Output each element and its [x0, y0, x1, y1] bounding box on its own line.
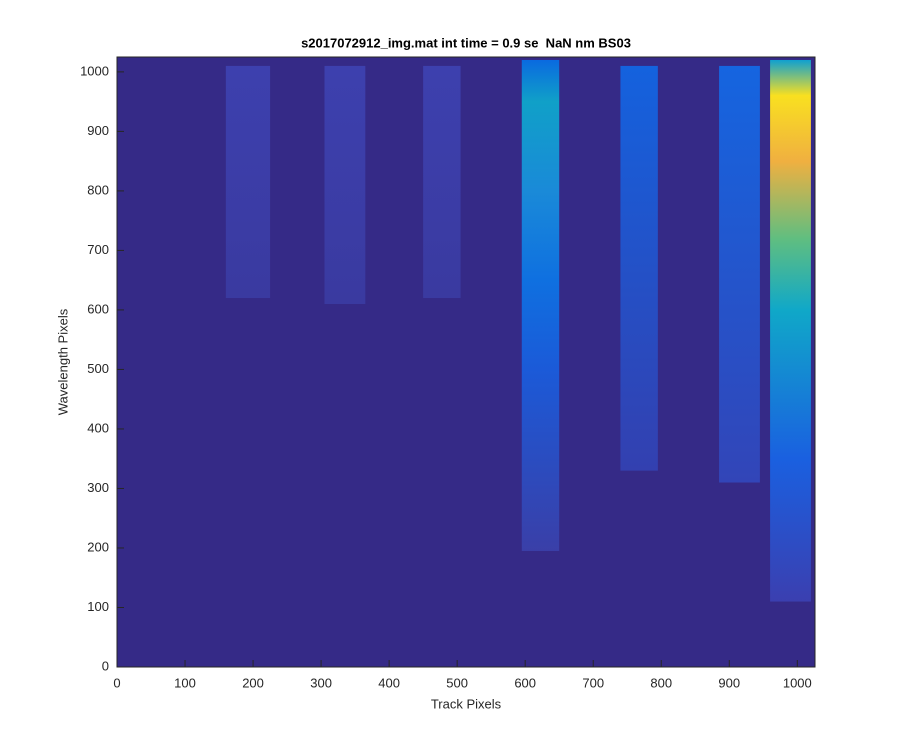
y-tick-label: 600	[87, 301, 109, 316]
axes-box	[116, 56, 816, 668]
x-tick-label: 1000	[783, 675, 812, 690]
x-tick-label: 500	[446, 675, 468, 690]
chart-title: s2017072912_img.mat int time = 0.9 se Na…	[301, 35, 631, 50]
stripe	[719, 65, 760, 483]
x-tick-label: 0	[113, 675, 120, 690]
x-tick-label: 100	[174, 675, 196, 690]
x-axis-label: Track Pixels	[431, 696, 502, 711]
y-axis-label: Wavelength Pixels	[55, 308, 70, 415]
y-tick-label: 100	[87, 599, 109, 614]
stripe	[620, 65, 658, 471]
plot-background	[117, 57, 815, 667]
y-tick-label: 500	[87, 361, 109, 376]
y-tick-label: 900	[87, 123, 109, 138]
y-tick-label: 1000	[80, 63, 109, 78]
y-tick-label: 200	[87, 539, 109, 554]
x-tick-label: 700	[582, 675, 604, 690]
y-tick-label: 700	[87, 242, 109, 257]
x-tick-label: 300	[310, 675, 332, 690]
stripe	[324, 65, 366, 304]
y-tick-label: 800	[87, 182, 109, 197]
y-tick-label: 400	[87, 420, 109, 435]
stripe	[521, 59, 560, 551]
x-tick-label: 400	[378, 675, 400, 690]
y-tick-label: 300	[87, 480, 109, 495]
x-tick-label: 900	[718, 675, 740, 690]
stripe	[225, 65, 271, 299]
x-tick-label: 800	[650, 675, 672, 690]
y-tick-label: 0	[102, 658, 109, 673]
stripe	[770, 59, 811, 602]
x-tick-label: 200	[242, 675, 264, 690]
stripe	[423, 65, 461, 299]
x-tick-label: 600	[514, 675, 536, 690]
